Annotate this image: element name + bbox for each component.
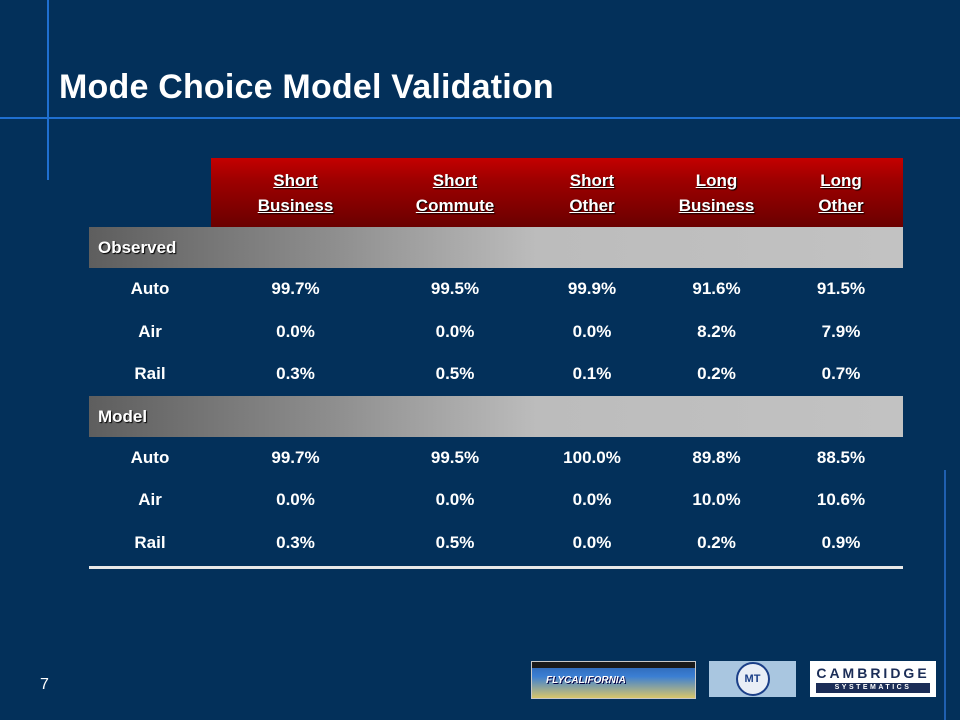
accent-horizontal-line <box>0 117 960 119</box>
table-cell: 100.0% <box>563 447 621 467</box>
slide-title: Mode Choice Model Validation <box>59 68 554 106</box>
column-header-short-business: Short Business <box>211 158 380 227</box>
table-cell: 0.0% <box>276 321 315 341</box>
table-cell: 99.7% <box>271 447 320 467</box>
mt-logo: MT <box>709 661 796 697</box>
table-cell: 0.0% <box>572 490 612 509</box>
table-cell: 0.2% <box>697 532 736 552</box>
section-row-observed: Observed <box>89 227 903 268</box>
table-cell: 0.1% <box>572 364 612 383</box>
mt-emblem: MT <box>735 662 770 696</box>
table-cell: 0.3% <box>276 532 315 552</box>
table-cell: 99.7% <box>271 279 320 298</box>
table-cell: 10.0% <box>692 490 741 509</box>
logo-strip <box>532 662 695 668</box>
table-cell: 0.5% <box>435 364 475 383</box>
table-row: Auto 99.7% 99.5% 100.0% 89.8% 88.5% <box>89 437 903 480</box>
column-header-short-other: Short Other <box>530 158 654 227</box>
section-label: Model <box>98 406 148 426</box>
table-header-row: Short Business Short Commute Short Other Lo… <box>89 158 903 227</box>
row-label: Air <box>138 321 162 341</box>
table-cell: 0.0% <box>435 490 475 509</box>
row-label: Air <box>138 490 162 509</box>
table-cell: 0.0% <box>276 490 315 509</box>
validation-table: Short Business Short Commute Short Other Lo… <box>89 158 903 569</box>
column-header-short-commute: Short Commute <box>380 158 530 227</box>
table-cell: 0.9% <box>821 532 861 552</box>
table-cell: 7.9% <box>821 321 861 341</box>
table-cell: 0.0% <box>435 321 475 341</box>
page-number: 7 <box>40 676 49 693</box>
table-cell: 0.3% <box>276 364 315 383</box>
table-cell: 99.5% <box>430 279 480 298</box>
row-label: Rail <box>134 532 166 552</box>
systematics-text: SYSTEMATICS <box>816 683 930 693</box>
table-cell: 0.0% <box>572 321 612 341</box>
table-cell: 91.5% <box>816 279 866 298</box>
section-label: Observed <box>98 238 177 257</box>
section-row-model: Model <box>89 395 903 437</box>
column-header-long-business: Long Business <box>654 158 779 227</box>
cambridge-systematics-logo: CAMBRIDGE SYSTEMATICS <box>810 661 936 697</box>
accent-vertical-line <box>47 0 49 180</box>
table-cell: 0.7% <box>821 364 861 383</box>
row-label: Auto <box>130 447 170 467</box>
table-cell: 0.0% <box>572 532 612 552</box>
table-cell: 91.6% <box>692 279 741 298</box>
table-cell: 10.6% <box>816 490 866 509</box>
table-cell: 0.2% <box>697 364 736 383</box>
fly-california-logo: FLYCALIFORNIA <box>531 661 696 699</box>
table-bottom-rule <box>89 566 903 569</box>
table-cell: 99.5% <box>430 447 480 467</box>
row-label: Rail <box>134 364 166 383</box>
table-row: Rail 0.3% 0.5% 0.0% 0.2% 0.9% <box>89 522 903 565</box>
table-row: Air 0.0% 0.0% 0.0% 8.2% 7.9% <box>89 311 903 354</box>
table-cell: 0.5% <box>435 532 475 552</box>
table-cell: 99.9% <box>567 279 617 298</box>
table-cell: 8.2% <box>697 321 736 341</box>
accent-right-line <box>944 470 946 720</box>
fly-california-text: FLYCALIFORNIA <box>546 675 626 686</box>
cambridge-text: CAMBRIDGE <box>816 665 930 681</box>
table-row: Air 0.0% 0.0% 0.0% 10.0% 10.6% <box>89 479 903 522</box>
column-header-long-other: Long Other <box>779 158 903 227</box>
table-row: Auto 99.7% 99.5% 99.9% 91.6% 91.5% <box>89 268 903 311</box>
table-cell: 88.5% <box>816 447 866 467</box>
row-label: Auto <box>130 279 170 298</box>
table-row: Rail 0.3% 0.5% 0.1% 0.2% 0.7% <box>89 353 903 396</box>
table-cell: 89.8% <box>692 447 741 467</box>
